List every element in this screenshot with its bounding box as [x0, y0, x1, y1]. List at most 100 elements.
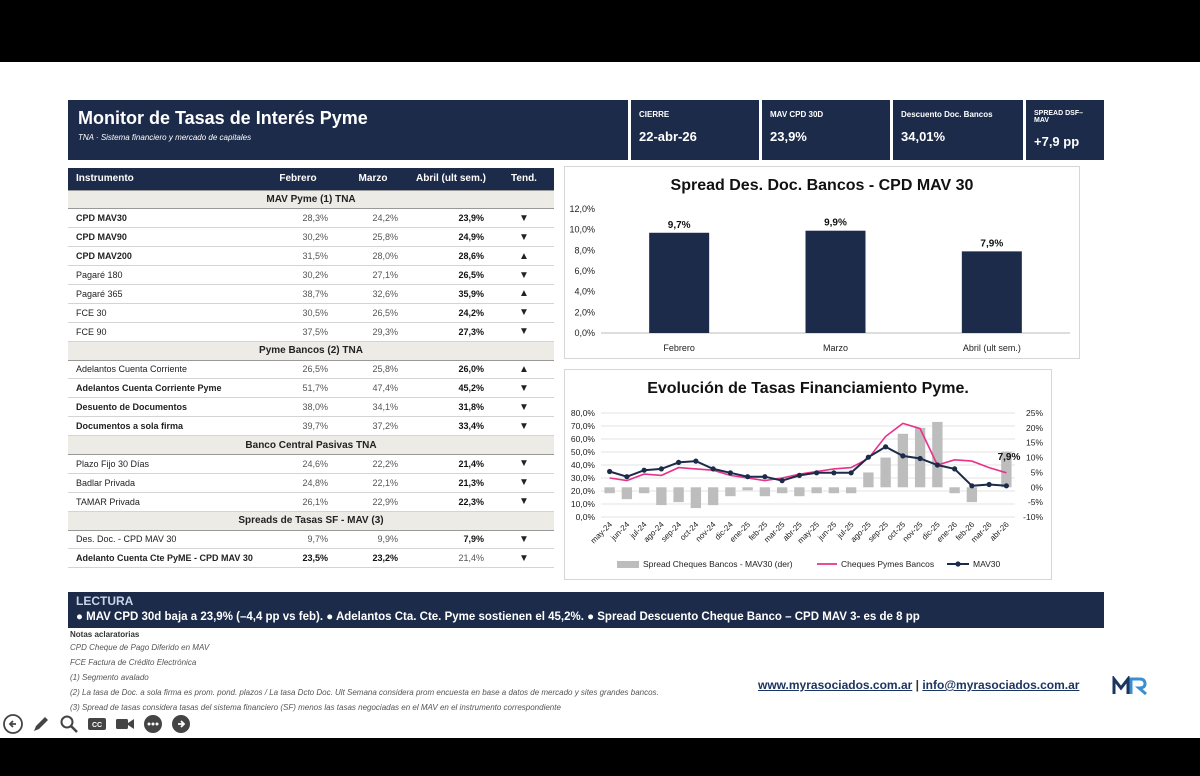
value-febrero: 30,2% [258, 227, 338, 248]
y-right-tick-label: 5% [1031, 467, 1044, 477]
spread-bar [845, 487, 857, 494]
kpi-value: 23,9% [770, 129, 807, 144]
value-marzo: 26,5% [338, 303, 408, 323]
spread-bar [725, 487, 736, 497]
value-febrero: 38,7% [258, 284, 338, 304]
value-febrero: 26,1% [258, 492, 338, 512]
kpi-spread: SPREAD DSF–MAV +7,9 pp [1026, 100, 1104, 160]
back-arrow-icon[interactable] [2, 713, 24, 735]
kpi-mav-cpd-30d: MAV CPD 30D 23,9% [762, 100, 890, 160]
instrument-name: Badlar Privada [68, 473, 258, 493]
y-right-tick-label: 0% [1031, 482, 1044, 492]
value-abril: 27,3% [408, 322, 494, 342]
trend-down-icon: ▼ [494, 227, 554, 248]
email-link[interactable]: info@myrasociados.com.ar [922, 678, 1080, 692]
value-marzo: 9,9% [338, 530, 408, 550]
captions-icon[interactable]: CC [86, 713, 108, 735]
y-tick-label: 6,0% [574, 266, 595, 276]
y-left-tick-label: 0,0% [576, 512, 596, 522]
value-febrero: 24,8% [258, 473, 338, 493]
y-tick-label: 8,0% [574, 245, 595, 255]
trend-down-icon: ▼ [494, 492, 554, 512]
spread-bar [656, 487, 667, 506]
x-tick-label: sep-25 [866, 520, 890, 544]
legend-label: Cheques Pymes Bancos [841, 559, 934, 569]
y-tick-label: 10,0% [569, 225, 595, 235]
rates-table: Instrumento Febrero Marzo Abril (ult sem… [68, 168, 554, 569]
x-tick-label: Marzo [823, 343, 848, 353]
note-line: (1) Segmento avalado [70, 673, 149, 682]
website-link[interactable]: www.myrasociados.com.ar [758, 678, 913, 692]
value-abril: 45,2% [408, 378, 494, 399]
x-tick-label: ene-25 [728, 520, 752, 544]
lectura-panel: LECTURA ● MAV CPD 30d baja a 23,9% (–4,4… [68, 592, 1104, 628]
video-camera-icon[interactable] [114, 713, 136, 735]
mav30-point [624, 474, 630, 480]
value-marzo: 27,1% [338, 265, 408, 285]
bar [961, 251, 1022, 333]
more-options-icon[interactable] [142, 713, 164, 735]
kpi-value: +7,9 pp [1034, 134, 1080, 149]
slide: Monitor de Tasas de Interés Pyme TNA · S… [0, 62, 1200, 738]
legend-label: MAV30 [973, 559, 1001, 569]
note-line: (2) La tasa de Doc. a sola firma es prom… [70, 688, 659, 697]
instrument-name: CPD MAV30 [68, 208, 258, 229]
end-value-label: 7,9% [998, 452, 1021, 463]
page-title: Monitor de Tasas de Interés Pyme [78, 108, 368, 128]
value-marzo: 29,3% [338, 322, 408, 342]
table-row: FCE 90 37,5% 29,3% 27,3% ▼ [68, 322, 554, 342]
mav30-point [814, 470, 820, 476]
search-icon[interactable] [58, 713, 80, 735]
pen-icon[interactable] [30, 713, 52, 735]
instrument-name: Plazo Fijo 30 Días [68, 454, 258, 474]
trend-down-icon: ▼ [494, 303, 554, 323]
page-subtitle: TNA · Sistema financiero y mercado de ca… [78, 133, 252, 142]
value-abril: 31,8% [408, 397, 494, 418]
data-label: 9,9% [824, 218, 847, 229]
col-febrero: Febrero [258, 168, 338, 190]
table-row: Documentos a sola firma 39,7% 37,2% 33,4% ▼ [68, 416, 554, 437]
y-tick-label: 12,0% [569, 204, 595, 214]
y-tick-label: 2,0% [574, 307, 595, 317]
value-marzo: 28,0% [338, 246, 408, 267]
legend-swatch-spread [617, 561, 639, 568]
mav30-point [693, 458, 699, 464]
trend-up-icon: ▲ [494, 284, 554, 304]
value-marzo: 23,2% [338, 548, 408, 569]
table-row: Des. Doc. - CPD MAV 30 9,7% 9,9% 7,9% ▼ [68, 530, 554, 550]
spread-bar [794, 487, 805, 497]
table-row: Pagaré 180 30,2% 27,1% 26,5% ▼ [68, 265, 554, 285]
mav30-point [607, 468, 613, 475]
y-right-tick-label: -10% [1023, 512, 1043, 522]
lectura-title: LECTURA [76, 594, 134, 608]
mav30-point [779, 478, 785, 484]
y-right-tick-label: 10% [1026, 453, 1043, 463]
bar [649, 232, 710, 333]
section-title: Spreads de Tasas SF - MAV (3) [68, 510, 554, 531]
trend-down-icon: ▼ [494, 473, 554, 493]
value-febrero: 38,0% [258, 397, 338, 418]
table-row: Adelantos Cuenta Corriente 26,5% 25,8% 26,0… [68, 360, 554, 380]
mav30-point [1003, 483, 1009, 489]
value-abril: 21,3% [408, 473, 494, 493]
chart-title: Spread Des. Doc. Bancos - CPD MAV 30 [670, 177, 974, 194]
forward-arrow-icon[interactable] [170, 713, 192, 735]
legend-label: Spread Cheques Bancos - MAV30 (der) [643, 559, 793, 569]
section-title: Banco Central Pasivas TNA [68, 435, 554, 455]
spread-bar [828, 487, 840, 494]
spread-bar [897, 433, 909, 488]
evolution-chart: Evolución de Tasas Financiamiento Pyme. … [564, 369, 1052, 580]
y-right-tick-label: -5% [1028, 497, 1044, 507]
trend-down-icon: ▼ [494, 322, 554, 342]
note-line: (3) Spread de tasas considera tasas del … [70, 703, 561, 712]
legend-marker-mav30 [955, 561, 961, 567]
mav30-point [917, 455, 923, 462]
value-febrero: 39,7% [258, 416, 338, 437]
value-abril: 24,2% [408, 303, 494, 323]
mav30-point [658, 466, 664, 472]
col-tendencia: Tend. [494, 168, 554, 190]
trend-up-icon: ▲ [494, 360, 554, 380]
value-marzo: 37,2% [338, 416, 408, 437]
y-tick-label: 0,0% [574, 328, 595, 338]
viewer-toolbar: CC [2, 712, 192, 736]
